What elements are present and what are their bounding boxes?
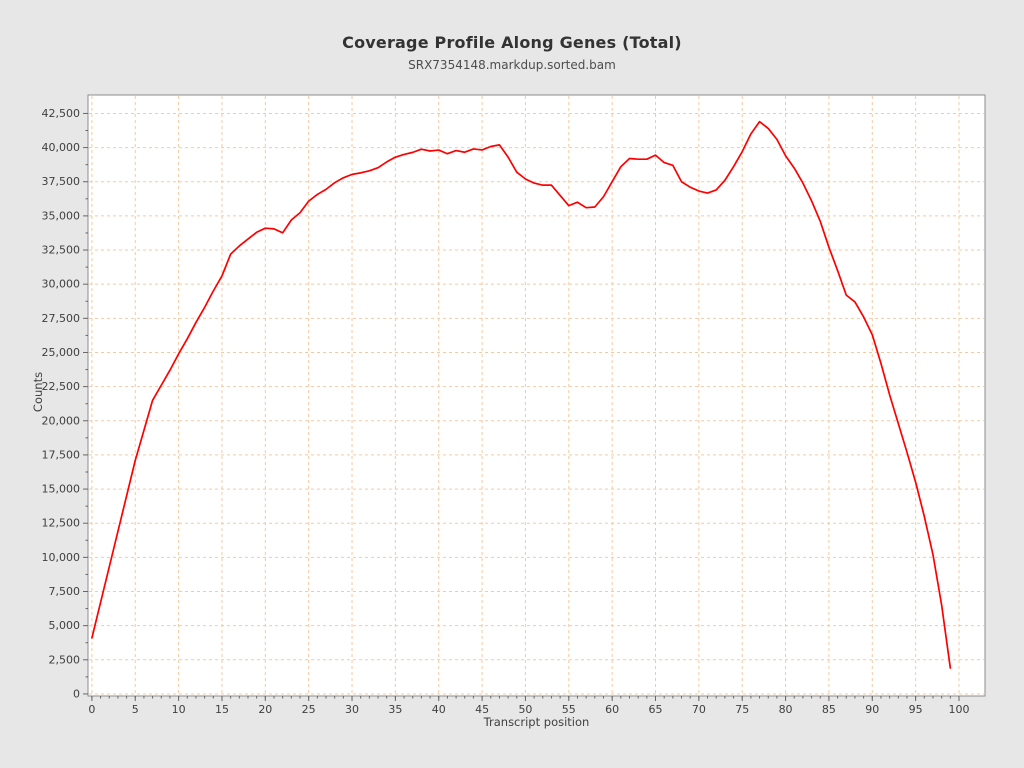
y-tick-label: 27,500: [42, 312, 81, 325]
coverage-series-line: [91, 120, 952, 669]
x-tick-label: 40: [432, 703, 446, 716]
y-tick-label: 10,000: [42, 551, 81, 564]
x-tick-label: 25: [302, 703, 316, 716]
y-tick-label: 7,500: [49, 585, 81, 598]
x-tick-label: 35: [388, 703, 402, 716]
y-tick-label: 30,000: [42, 278, 81, 291]
y-tick-label: 12,500: [42, 517, 81, 530]
x-tick-label: 95: [909, 703, 923, 716]
x-tick-label: 80: [779, 703, 793, 716]
y-tick-label: 37,500: [42, 175, 81, 188]
x-tick-label: 75: [735, 703, 749, 716]
y-tick-label: 22,500: [42, 380, 81, 393]
x-tick-label: 15: [215, 703, 229, 716]
chart-title: Coverage Profile Along Genes (Total): [342, 33, 682, 52]
x-tick-label: 100: [948, 703, 969, 716]
y-tick-label: 32,500: [42, 244, 81, 257]
x-tick-label: 50: [518, 703, 532, 716]
x-tick-label: 85: [822, 703, 836, 716]
y-tick-label: 25,000: [42, 346, 81, 359]
y-tick-label: 35,000: [42, 209, 81, 222]
y-tick-label: 5,000: [49, 619, 81, 632]
y-tick-label: 0: [73, 687, 80, 700]
x-tick-label: 55: [562, 703, 576, 716]
x-tick-label: 5: [132, 703, 139, 716]
chart-subtitle: SRX7354148.markdup.sorted.bam: [408, 58, 616, 72]
x-tick-label: 45: [475, 703, 489, 716]
x-tick-label: 65: [649, 703, 663, 716]
x-tick-label: 0: [88, 703, 95, 716]
x-tick-label: 20: [258, 703, 272, 716]
y-tick-label: 17,500: [42, 448, 81, 461]
plot-area: [87, 94, 986, 697]
y-tick-label: 15,000: [42, 483, 81, 496]
x-axis-title: Transcript position: [483, 715, 590, 729]
y-tick-label: 42,500: [42, 107, 81, 120]
x-tick-label: 10: [172, 703, 186, 716]
y-tick-label: 2,500: [49, 653, 81, 666]
y-tick-label: 20,000: [42, 414, 81, 427]
y-tick-label: 40,000: [42, 141, 81, 154]
x-tick-label: 30: [345, 703, 359, 716]
x-tick-label: 90: [865, 703, 879, 716]
x-tick-label: 60: [605, 703, 619, 716]
x-tick-label: 70: [692, 703, 706, 716]
